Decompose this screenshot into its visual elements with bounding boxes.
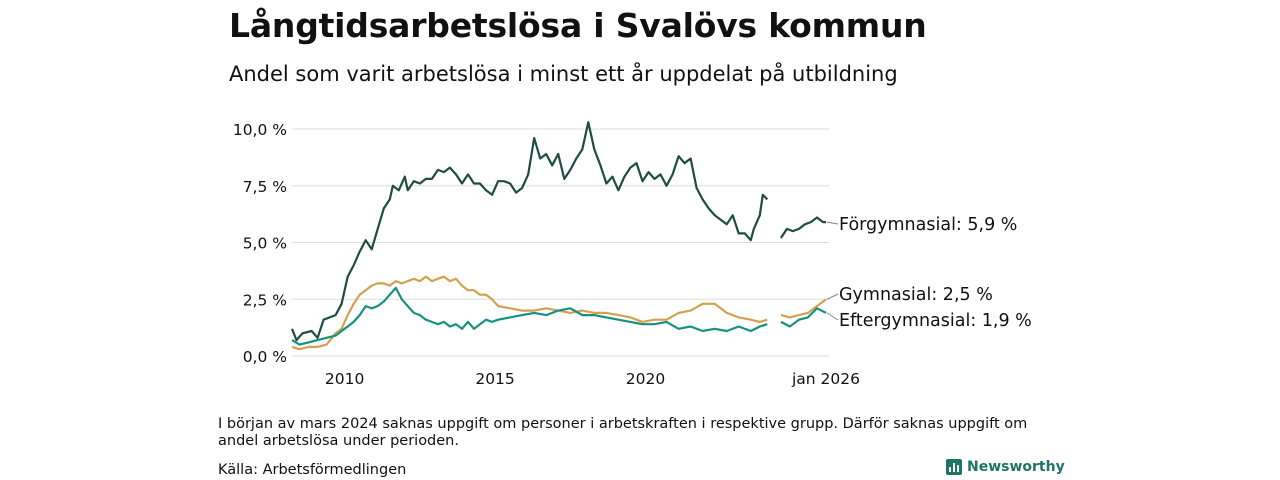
series-end-label: Förgymnasial: 5,9 % (839, 215, 1017, 235)
y-tick-label: 2,5 % (243, 291, 287, 309)
y-axis: 0,0 % 2,5 % 5,0 % 7,5 % 10,0 % (233, 121, 287, 366)
grid-lines (292, 128, 829, 357)
label-leader (826, 312, 839, 321)
x-tick-label: jan 2026 (791, 370, 860, 388)
chart-title: Långtidsarbetslösa i Svalövs kommun (229, 6, 927, 45)
y-tick-label: 5,0 % (243, 235, 287, 253)
series-line-eftergymnasial (780, 307, 827, 328)
y-tick-label: 10,0 % (233, 121, 287, 139)
x-tick-label: 2010 (325, 370, 364, 388)
bar-chart-icon (946, 459, 962, 475)
series-end-label: Eftergymnasial: 1,9 % (839, 311, 1032, 331)
series-lines (290, 121, 827, 351)
x-axis: 2010 2015 2020 jan 2026 (325, 370, 860, 388)
x-tick-label: 2015 (475, 370, 514, 388)
y-tick-label: 0,0 % (243, 348, 287, 366)
footnote: I början av mars 2024 saknas uppgift om … (218, 416, 1028, 449)
y-tick-label: 7,5 % (243, 178, 287, 196)
series-line-gymnasial (291, 275, 768, 351)
brand-logo: Newsworthy (946, 459, 1065, 475)
series-line-förgymnasial (290, 121, 769, 342)
label-leader (826, 221, 839, 225)
series-line-förgymnasial (779, 216, 826, 239)
series-labels: Förgymnasial: 5,9 % Gymnasial: 2,5 % Efter… (826, 215, 1032, 331)
series-end-label: Gymnasial: 2,5 % (839, 285, 993, 305)
brand-name: Newsworthy (967, 459, 1065, 475)
label-leader (826, 293, 839, 300)
chart-subtitle: Andel som varit arbetslösa i minst ett å… (229, 62, 898, 86)
series-line-gymnasial (780, 298, 827, 319)
source-note: Källa: Arbetsförmedlingen (218, 462, 407, 478)
x-tick-label: 2020 (626, 370, 665, 388)
series-line-eftergymnasial (291, 286, 768, 346)
